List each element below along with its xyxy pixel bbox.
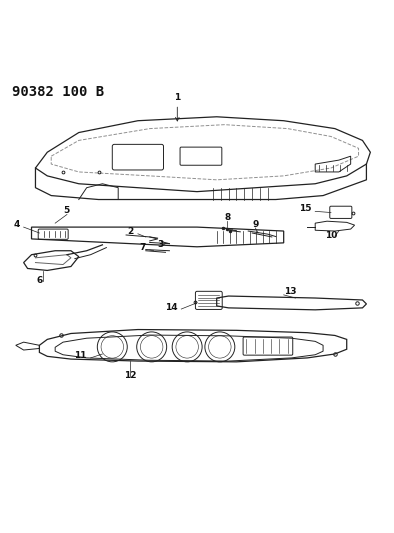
Text: 8: 8 (225, 213, 231, 222)
Text: 5: 5 (63, 206, 69, 215)
Text: 13: 13 (284, 287, 296, 296)
Text: 6: 6 (36, 276, 43, 285)
Text: 1: 1 (174, 93, 180, 121)
Text: 15: 15 (299, 204, 311, 213)
Text: 10: 10 (325, 231, 337, 240)
Text: 12: 12 (124, 370, 136, 379)
Text: 90382 100 B: 90382 100 B (12, 85, 104, 99)
Text: 2: 2 (128, 227, 134, 236)
Text: 3: 3 (158, 240, 164, 249)
Text: 11: 11 (74, 351, 87, 360)
Text: 4: 4 (13, 220, 20, 229)
Text: 7: 7 (139, 243, 146, 252)
Text: 14: 14 (165, 303, 177, 312)
Text: 9: 9 (252, 220, 258, 229)
